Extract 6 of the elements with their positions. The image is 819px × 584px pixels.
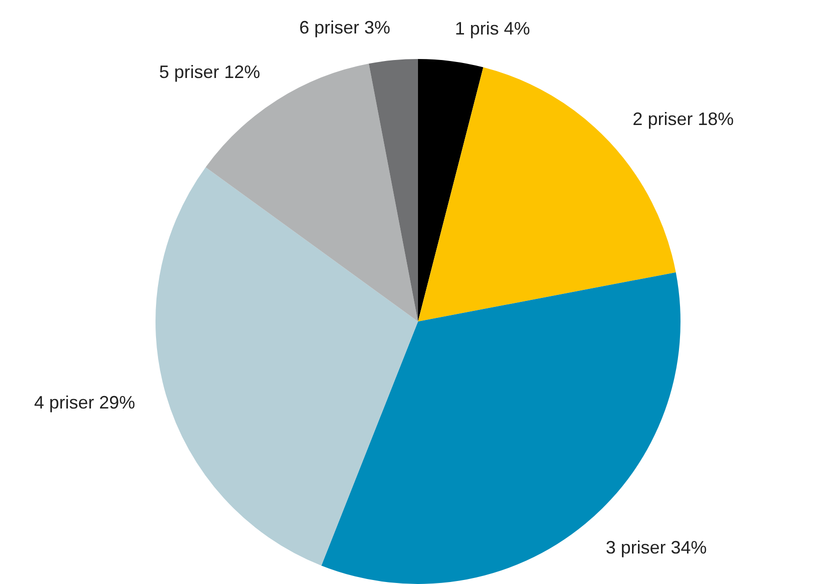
slice-label: 6 priser 3% — [299, 17, 390, 38]
slice-label: 3 priser 34% — [606, 537, 707, 558]
slice-label: 4 priser 29% — [34, 392, 136, 413]
slice-label: 5 priser 12% — [159, 62, 260, 82]
slice-label: 2 priser 18% — [632, 108, 734, 129]
slice-label: 1 pris 4% — [454, 18, 530, 38]
